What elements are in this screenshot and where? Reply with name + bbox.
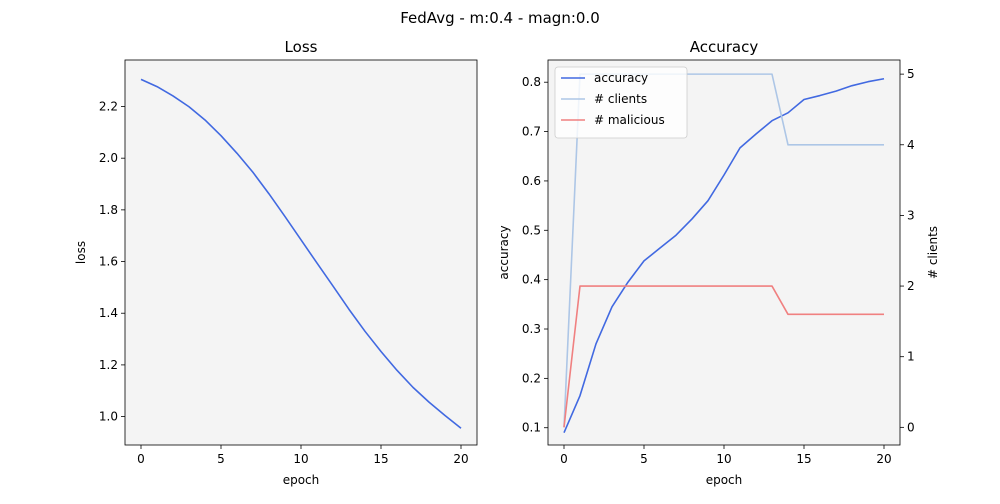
panel-title: Accuracy <box>690 38 759 56</box>
plot-frame <box>124 59 478 446</box>
y-right-tick-label: 2 <box>907 279 915 293</box>
y-tick-label: 1.2 <box>99 358 118 372</box>
y-tick-label: 1.4 <box>99 306 118 320</box>
x-tick-label: 15 <box>796 452 811 466</box>
series-line-malicious <box>563 285 884 428</box>
x-tick-label: 20 <box>876 452 891 466</box>
x-tick-label: 0 <box>560 452 568 466</box>
legend-label: # clients <box>594 92 647 106</box>
figure-suptitle: FedAvg - m:0.4 - magn:0.0 <box>400 9 600 27</box>
x-tick-label: 0 <box>137 452 145 466</box>
y-tick-label: 0.6 <box>522 174 541 188</box>
y-tick-label: 1.6 <box>99 255 118 269</box>
plot-frame <box>547 59 901 446</box>
legend-label: # malicious <box>594 113 665 127</box>
x-tick-label: 20 <box>453 452 468 466</box>
loss-panel: Loss 0 5 10 15 20 1.0 1.2 1.4 1.6 1.8 2.0 2.2 epoch lo… <box>74 38 478 487</box>
series-line <box>140 78 462 429</box>
y-tick-label: 0.7 <box>522 125 541 139</box>
y-right-axis-label: # clients <box>926 226 940 279</box>
y-tick-label: 0.4 <box>522 273 541 287</box>
x-tick-label: 5 <box>217 452 225 466</box>
y-right-tick-label: 1 <box>907 350 915 364</box>
y-tick-label: 0.8 <box>522 75 541 89</box>
y-right-tick-label: 3 <box>907 208 915 222</box>
y-tick-label: 2.2 <box>99 100 118 114</box>
plot-area <box>125 60 477 445</box>
legend-label: accuracy <box>594 71 648 85</box>
x-tick-label: 5 <box>640 452 648 466</box>
legend-box <box>554 66 688 139</box>
x-tick-label: 15 <box>373 452 388 466</box>
y-tick-label: 0.3 <box>522 322 541 336</box>
y-right-tick-label: 0 <box>907 420 915 434</box>
x-axis-label: epoch <box>706 473 743 487</box>
x-tick-label: 10 <box>293 452 308 466</box>
y-tick-label: 0.5 <box>522 223 541 237</box>
y-tick-label: 0.1 <box>522 421 541 435</box>
panel-title: Loss <box>285 38 318 56</box>
y-tick-label: 1.0 <box>99 410 118 424</box>
y-tick-label: 1.8 <box>99 203 118 217</box>
x-tick-label: 10 <box>716 452 731 466</box>
y-axis-label: loss <box>74 241 88 264</box>
x-axis-label: epoch <box>283 473 320 487</box>
y-axis-label: accuracy <box>497 225 511 279</box>
legend: accuracy # clients # malicious <box>554 66 688 139</box>
y-tick-label: 2.0 <box>99 151 118 165</box>
series-line-accuracy <box>563 77 885 433</box>
y-right-tick-label: 4 <box>907 138 915 152</box>
y-tick-label: 0.2 <box>522 371 541 385</box>
y-right-tick-label: 5 <box>907 67 915 81</box>
